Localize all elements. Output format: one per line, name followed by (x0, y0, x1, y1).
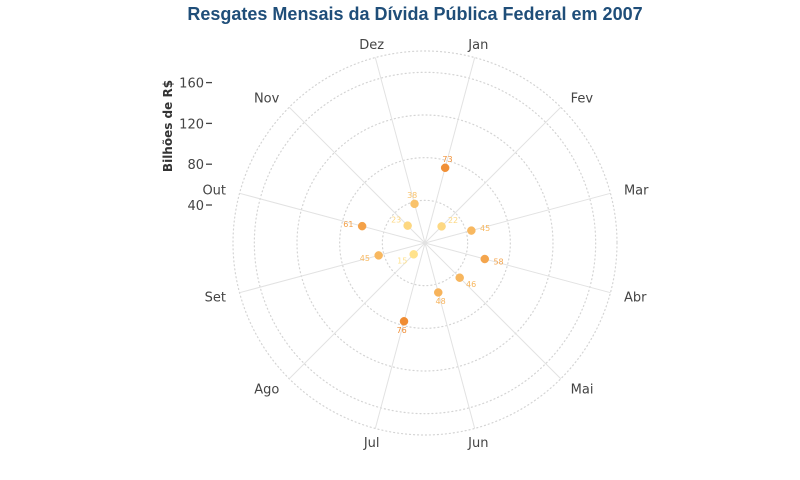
point-mar[interactable] (467, 226, 476, 235)
spoke-jun (424, 242, 476, 429)
data-label-jun: 48 (435, 297, 445, 306)
spoke-jul (374, 242, 426, 429)
polar-grid (232, 50, 618, 436)
spoke-nov (288, 106, 426, 244)
data-label-mai: 46 (466, 280, 476, 289)
spoke-jan (424, 57, 476, 244)
radial-tick-label: 160 (179, 77, 204, 92)
month-label-jan: Jan (467, 38, 488, 53)
data-label-nov: 23 (391, 215, 401, 224)
month-label-nov: Nov (254, 91, 280, 106)
grid-circle (339, 157, 511, 329)
month-label-ago: Ago (254, 383, 279, 398)
point-jan[interactable] (440, 163, 450, 173)
point-ago[interactable] (409, 250, 418, 259)
point-set[interactable] (374, 251, 383, 260)
spoke-abr (424, 242, 611, 294)
data-label-set: 45 (360, 254, 370, 263)
angular-axes: Jan Fev Mar Abr Mai Jun Jul Ago Set Out Nov Dez (202, 38, 649, 451)
point-out[interactable] (357, 221, 367, 231)
point-jul[interactable] (399, 317, 409, 326)
data-label-abr: 58 (493, 257, 503, 266)
point-dez[interactable] (410, 199, 419, 209)
spoke-fev (424, 106, 562, 244)
grid-circle (381, 199, 469, 287)
data-label-jan: 73 (442, 155, 452, 164)
point-jun[interactable] (434, 288, 443, 297)
month-label-set: Set (205, 290, 226, 305)
radial-tick-label: 40 (187, 199, 204, 214)
spoke-set (239, 242, 426, 294)
spoke-mai (424, 242, 562, 380)
month-label-jun: Jun (467, 436, 488, 451)
data-label-out: 61 (343, 220, 353, 229)
chart-title: Resgates Mensais da Dívida Pública Feder… (187, 4, 642, 24)
data-points (357, 163, 490, 326)
spoke-mar (424, 192, 611, 244)
point-nov[interactable] (403, 221, 412, 230)
grid-circle (296, 114, 554, 372)
data-label-ago: 15 (397, 257, 407, 266)
month-label-dez: Dez (359, 38, 384, 53)
radial-axis: 40 80 120 160 (179, 77, 212, 214)
radial-tick-label: 80 (187, 158, 204, 173)
month-label-fev: Fev (571, 91, 594, 106)
month-label-mai: Mai (571, 383, 594, 398)
grid-outer-circle (232, 50, 618, 436)
data-label-jul: 76 (397, 326, 407, 335)
radial-tick-label: 120 (179, 117, 204, 132)
spoke-out (239, 192, 426, 244)
data-label-fev: 22 (448, 216, 458, 225)
spoke-ago (288, 242, 426, 380)
point-mai[interactable] (455, 273, 464, 282)
month-label-out: Out (202, 184, 226, 199)
data-label-dez: 38 (407, 191, 417, 200)
month-label-jul: Jul (363, 436, 380, 451)
point-fev[interactable] (437, 222, 446, 231)
data-labels: 73 22 45 58 46 48 76 15 45 61 23 38 (343, 155, 503, 335)
month-label-abr: Abr (624, 290, 647, 305)
month-label-mar: Mar (624, 184, 649, 199)
spoke-dez (374, 57, 426, 244)
data-label-mar: 45 (480, 224, 490, 233)
point-abr[interactable] (480, 254, 490, 264)
y-axis-label: Bilhões de R$ (161, 80, 175, 172)
grid-circle (253, 71, 597, 415)
